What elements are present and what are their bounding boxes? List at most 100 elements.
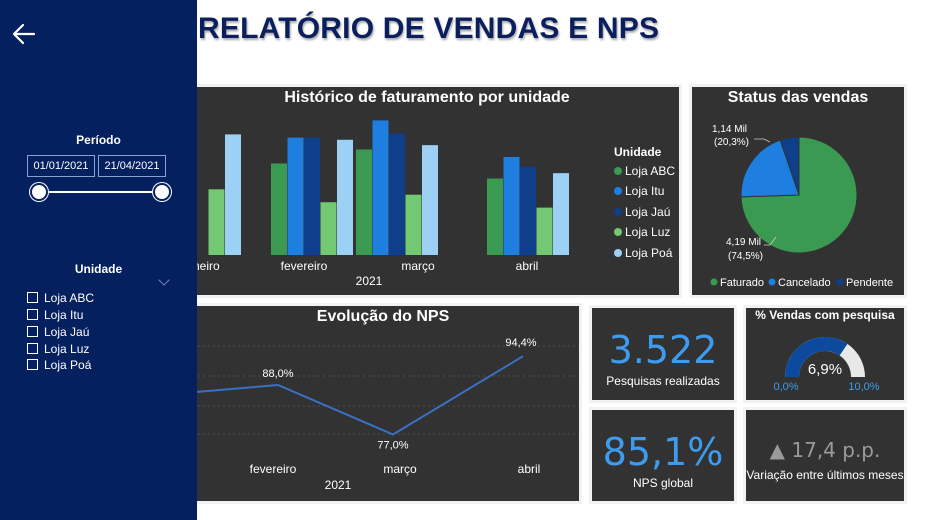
nps-card: Evolução do NPS 88,0% 77,0% 94,4% fevereiro… [190,303,582,504]
nps-title: Evolução do NPS [316,308,450,325]
variacao-value: ▲ 17,4 p.p. [769,438,881,462]
status-pie-chart: 1,14 Mil (20,3%) 4,19 Mil (74,5%) Faturado Ca… [710,124,893,289]
back-arrow-icon[interactable] [10,20,38,48]
bar-loja-jaú-março [389,133,405,255]
date-start-input[interactable]: 01/01/2021 [27,155,95,177]
period-slider-track[interactable] [38,191,162,193]
legend-item-loja-luz[interactable]: Loja Luz [614,225,670,239]
legend-dot-icon [614,167,622,175]
pie-legend-label: Faturado [720,277,764,289]
unit-checkbox-loja-poa[interactable]: Loja Poá [27,358,91,372]
pie-label-faturado-pct: (74,5%) [728,251,763,262]
bar-loja-luz-abril [536,207,553,255]
bar-loja-jaú-fevereiro [304,137,320,255]
pesquisas-card: 3.522 Pesquisas realizadas [589,305,737,403]
unit-filter-label: Unidade [74,262,123,276]
x-axis-year-label: 2021 [356,274,383,288]
gauge-fill [785,337,848,377]
nps-global-value: 85,1% [602,430,724,474]
pesquisas-value: 3.522 [608,328,718,372]
status-title: Status das vendas [727,89,869,106]
pie-legend-label: Cancelado [778,277,831,289]
faturamento-legend-title: Unidade [614,145,662,159]
bar-loja-itu-fevereiro [287,137,304,255]
nps-data-label: 77,0% [377,440,408,452]
unit-checkbox-loja-luz[interactable]: Loja Luz [27,342,89,356]
legend-dot-icon [614,228,622,236]
pie-legend-dot-icon [710,278,718,286]
nps-global-card: 85,1% NPS global [589,407,737,504]
gauge-value: 6,9% [808,361,842,378]
report-title: RELATÓRIO DE VENDAS E NPS [198,12,660,45]
bar-loja-poá-janeiro [225,134,241,255]
variacao-card: ▲ 17,4 p.p. Variação entre últimos meses [743,407,907,504]
x-tick-label: fevereiro [250,462,297,476]
x-tick-label: março [383,462,417,476]
checkbox-icon [27,359,38,370]
bar-loja-abc-março [356,149,372,255]
x-tick-label: abril [516,259,539,273]
legend-dot-icon [614,249,622,257]
pie-leader-line [754,138,771,143]
pie-label-cancelado-value: 1,14 Mil [712,124,747,135]
chevron-down-icon[interactable] [158,274,170,286]
pie-label-faturado-value: 4,19 Mil [726,237,761,248]
bar-loja-poá-fevereiro [337,139,353,255]
checkbox-icon [27,326,38,337]
x-axis-year-label: 2021 [325,478,352,492]
pie-slice-pendente [779,136,800,196]
bar-loja-poá-abril [553,173,569,255]
date-end-input[interactable]: 21/04/2021 [98,155,166,177]
pie-leader-line [764,236,777,246]
legend-item-loja-abc[interactable]: Loja ABC [614,164,675,178]
period-slider-start-handle[interactable] [30,183,48,201]
faturamento-chart: neiro fevereiro março abril 2021 [193,120,569,288]
pie-slice-faturado [740,136,858,254]
gauge-title: % Vendas com pesquisa [755,308,895,322]
bar-loja-poá-março [422,145,438,255]
checkbox-icon [27,309,38,320]
pie-legend-dot-icon [836,278,844,286]
checkbox-icon [27,292,38,303]
legend-item-loja-jau[interactable]: Loja Jaú [614,205,670,219]
x-tick-label: neiro [193,259,220,273]
gauge-chart: 6,9% 0,0% 10,0% [773,337,880,393]
bar-loja-luz-janeiro [208,189,225,255]
legend-item-loja-poa[interactable]: Loja Poá [614,246,672,260]
legend-item-loja-itu[interactable]: Loja Itu [614,184,664,198]
nps-global-label: NPS global [632,476,694,490]
x-tick-label: abril [518,462,541,476]
pesquisas-label: Pesquisas realizadas [606,374,720,388]
faturamento-title: Histórico de faturamento por unidade [284,89,570,106]
bar-loja-abc-abril [487,178,503,255]
faturamento-card: Histórico de faturamento por unidade nei… [190,84,682,298]
bar-loja-itu-março [372,120,389,255]
unit-checkbox-loja-abc[interactable]: Loja ABC [27,291,94,305]
gauge-card: % Vendas com pesquisa 6,9% 0,0% 10,0% [743,305,907,403]
gauge-min-label: 0,0% [773,381,798,393]
unit-checkbox-loja-jau[interactable]: Loja Jaú [27,325,89,339]
nps-line-series [193,355,524,436]
bar-loja-abc-fevereiro [271,163,287,255]
x-tick-label: fevereiro [281,259,328,273]
legend-dot-icon [614,187,622,195]
variacao-label: Variação entre últimos meses [746,468,904,482]
nps-data-label: 88,0% [262,368,293,380]
checkbox-icon [27,343,38,354]
x-tick-label: março [401,259,435,273]
pie-legend-dot-icon [768,278,776,286]
nps-data-label: 94,4% [505,337,536,349]
bar-loja-jaú-abril [520,166,536,255]
pie-legend-label: Pendente [846,277,893,289]
legend-dot-icon [614,208,622,216]
period-label: Período [76,133,121,147]
unit-checkbox-loja-itu[interactable]: Loja Itu [27,308,83,322]
pie-slice-cancelado [740,139,800,198]
filter-sidebar: Período 01/01/2021 21/04/2021 Unidade Lo… [0,0,197,520]
status-card: Status das vendas 1,14 Mil (20,3%) 4,19 Mi… [689,84,907,298]
nps-line-chart: 88,0% 77,0% 94,4% fevereiro março abril 2021 [193,337,579,492]
pie-label-cancelado-pct: (20,3%) [714,137,749,148]
gauge-max-label: 10,0% [848,381,879,393]
bar-loja-luz-fevereiro [320,202,337,255]
period-slider-end-handle[interactable] [153,183,171,201]
